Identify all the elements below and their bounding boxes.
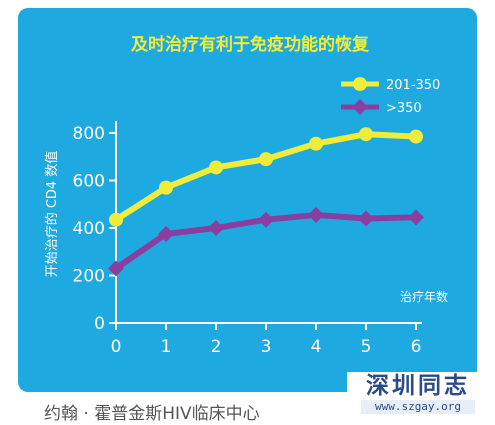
source-caption: 约翰 · 霍普金斯HIV临床中心 <box>44 404 260 424</box>
y-tick-label: 0 <box>94 314 105 334</box>
y-tick-label: 600 <box>73 172 105 192</box>
series-line-0 <box>113 131 419 223</box>
x-tick-label: 5 <box>361 337 372 357</box>
data-point <box>258 211 274 228</box>
y-tick-label: 400 <box>73 219 105 239</box>
data-point <box>259 152 273 167</box>
line-chart: 及时治疗有利于免疫功能的恢复 开始治疗的 CD4 数值 治疗年数 0200400… <box>44 34 448 357</box>
data-point <box>358 210 374 227</box>
data-point <box>408 209 424 226</box>
legend-label: >350 <box>386 101 422 116</box>
data-point <box>109 212 123 227</box>
x-tick-label: 2 <box>211 337 222 357</box>
watermark-url: www.szgay.org <box>361 400 475 414</box>
legend-label: 201-350 <box>386 78 440 93</box>
data-point <box>209 160 223 175</box>
watermark-logo: 深圳同志 www.szgay.org <box>347 372 489 422</box>
data-point <box>308 206 324 223</box>
data-point <box>309 136 323 151</box>
axes-layer: 0 200 400 600 800 0 1 2 3 4 5 6 <box>73 121 422 357</box>
chart-panel: 及时治疗有利于免疫功能的恢复 开始治疗的 CD4 数值 治疗年数 0 200 400… <box>18 8 477 392</box>
legend: 201-350 >350 <box>341 77 440 116</box>
y-axis-label: 开始治疗的 CD4 数值 <box>44 151 60 278</box>
x-tick-label: 0 <box>111 337 122 357</box>
legend-swatch-marker <box>353 77 367 91</box>
watermark-title: 深圳同志 <box>366 372 470 399</box>
x-tick-label: 3 <box>261 337 272 357</box>
data-point <box>108 260 124 277</box>
chart-title: 及时治疗有利于免疫功能的恢复 <box>131 34 370 55</box>
series-layer <box>108 127 424 277</box>
x-tick-label: 6 <box>411 337 422 357</box>
data-point <box>359 127 373 142</box>
data-point <box>159 180 173 195</box>
data-point <box>208 220 224 236</box>
x-axis-label: 治疗年数 <box>400 289 448 304</box>
x-tick-label: 1 <box>161 337 172 357</box>
legend-swatch-marker <box>352 99 368 115</box>
x-tick-label: 4 <box>311 337 322 357</box>
y-tick-label: 200 <box>73 267 105 287</box>
data-point <box>409 129 423 144</box>
data-point <box>158 225 174 242</box>
y-tick-label: 800 <box>73 124 105 144</box>
